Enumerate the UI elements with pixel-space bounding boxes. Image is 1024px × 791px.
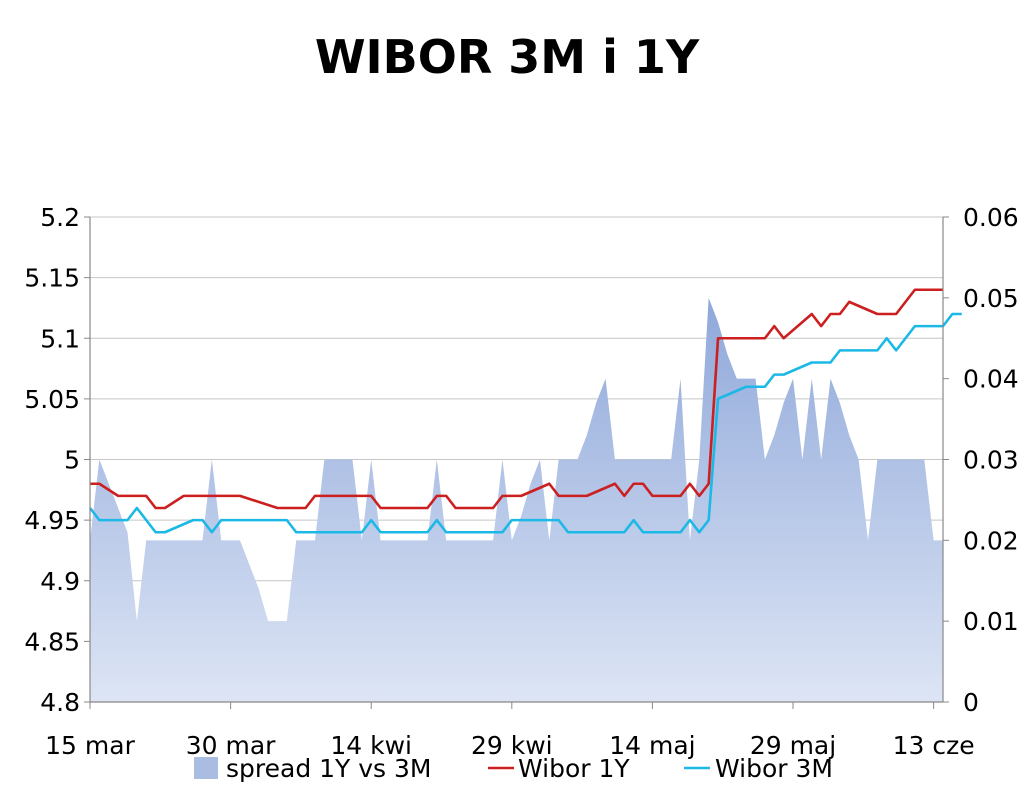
x-tick-label: 14 maj [609, 731, 695, 760]
legend-label-wibor-3m: Wibor 3M [715, 754, 833, 783]
x-tick-label: 30 mar [186, 731, 276, 760]
line-layer [88, 288, 962, 534]
y-right-tick-label: 0.05 [963, 284, 1019, 313]
axes: 4.8 4.85 4.9 4.95 5 5.05 5.1 5.15 5.2 0 0.01 0.02 0.… [24, 203, 1018, 760]
x-tick-label: 15 mar [45, 731, 135, 760]
x-tick-label: 14 kwi [330, 731, 412, 760]
legend-swatch-spread [194, 757, 218, 779]
series-wibor-3m-line [88, 312, 962, 534]
series-spread-area [90, 297, 943, 702]
y-left-tick-label: 5 [64, 446, 80, 475]
y-right-tick-label: 0.04 [963, 365, 1019, 394]
y-left-tick-label: 4.95 [24, 506, 80, 535]
y-left-tick-label: 5.1 [40, 324, 80, 353]
x-tick-label: 13 cze [893, 731, 975, 760]
y-left-tick-label: 5.05 [24, 385, 80, 414]
legend: spread 1Y vs 3M Wibor 1Y Wibor 3M [194, 754, 833, 783]
x-tick-label: 29 maj [750, 731, 836, 760]
spread-area-layer [90, 297, 943, 702]
y-left-tick-label: 4.9 [40, 567, 80, 596]
y-right-tick-label: 0.02 [963, 526, 1019, 555]
x-tick-label: 29 kwi [471, 731, 553, 760]
y-right-tick-label: 0.01 [963, 607, 1019, 636]
series-wibor-1y-line [90, 288, 943, 510]
y-left-tick-label: 5.2 [40, 203, 80, 232]
y-left-tick-label: 4.8 [40, 688, 80, 717]
legend-label-wibor-1y: Wibor 1Y [518, 754, 630, 783]
y-right-tick-label: 0 [963, 688, 979, 717]
y-right-tick-label: 0.03 [963, 446, 1019, 475]
chart-title: WIBOR 3M i 1Y [314, 30, 700, 84]
y-left-tick-label: 4.85 [24, 627, 80, 656]
y-left-tick-label: 5.15 [24, 264, 80, 293]
y-right-tick-label: 0.06 [963, 203, 1019, 232]
legend-label-spread: spread 1Y vs 3M [226, 754, 432, 783]
